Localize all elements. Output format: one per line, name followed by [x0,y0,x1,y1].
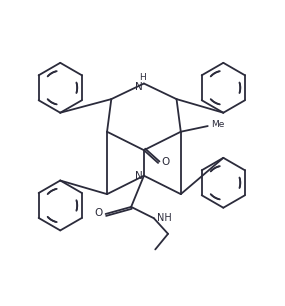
Text: O: O [162,156,170,166]
Text: Me: Me [211,120,225,129]
Text: N: N [135,82,142,92]
Text: O: O [94,207,102,218]
Text: N: N [135,171,142,181]
Text: H: H [139,73,146,82]
Text: NH: NH [157,213,172,223]
